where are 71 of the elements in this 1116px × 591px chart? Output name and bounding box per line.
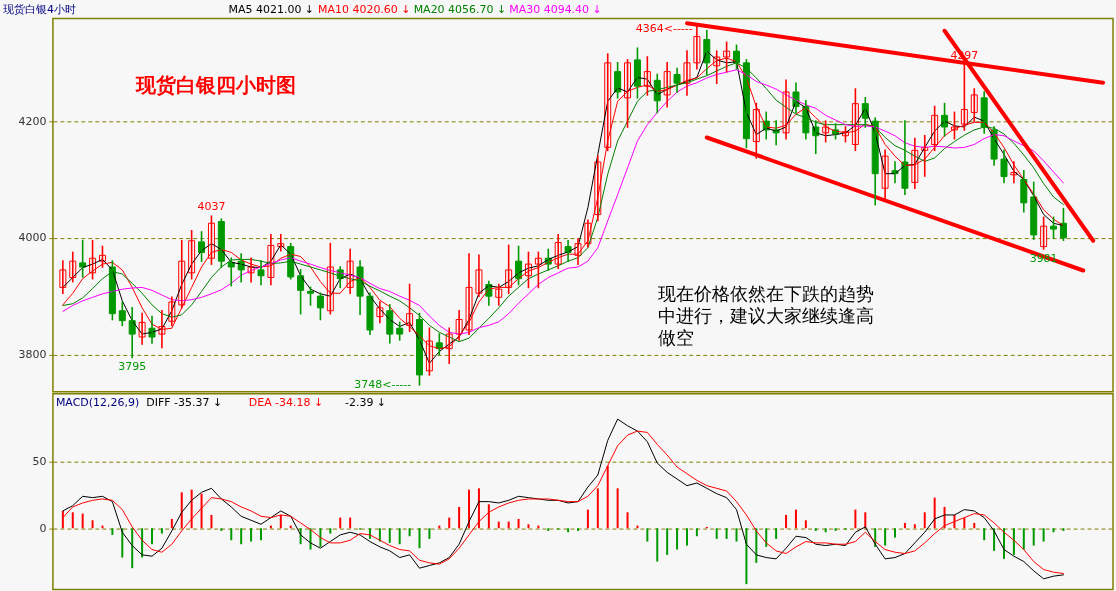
y-tick-label: 3800 [18, 347, 47, 361]
bar [190, 489, 193, 529]
text: MA10 4020.60 ↓ [318, 2, 411, 16]
bar [923, 512, 926, 529]
bar [676, 528, 679, 550]
bar [91, 520, 94, 529]
bar [428, 528, 431, 539]
bar [131, 528, 134, 569]
bar [804, 520, 807, 529]
bar [1052, 528, 1055, 533]
bar [210, 514, 213, 529]
bar [775, 528, 778, 539]
bar [458, 506, 461, 529]
bar [329, 528, 332, 534]
annotation: 现在价格依然在下跌的趋势中进行，建议大家继续逢高做空 [657, 282, 874, 348]
bar [666, 528, 669, 555]
candlestick [79, 239, 87, 278]
bar [616, 488, 619, 529]
y-tick-label: 0 [39, 521, 47, 535]
annotation: -2.39 ↓ [344, 395, 387, 409]
y-tick-label: 4000 [18, 231, 47, 245]
annotation: 4037 [197, 200, 226, 214]
bar [468, 489, 471, 529]
bar [527, 524, 530, 529]
bar [388, 528, 391, 543]
text: MA30 4094.40 ↓ [509, 2, 602, 16]
bar [81, 513, 84, 529]
text: DIFF -35.37 ↓ [146, 395, 223, 409]
bar [983, 528, 986, 541]
bar [180, 492, 183, 529]
bar [151, 528, 154, 545]
annotation: 3748<----- [354, 377, 412, 391]
y-tick-label: 50 [32, 455, 47, 469]
bar [240, 528, 243, 545]
bar [973, 522, 976, 529]
bar [517, 518, 520, 529]
bar [586, 509, 589, 529]
bar [398, 528, 401, 545]
annotation: 3795 [118, 360, 147, 374]
bar [160, 528, 163, 534]
y-tick-label: 4200 [18, 114, 47, 128]
bar [745, 528, 748, 585]
annotation: 现货白银四小时图 [134, 73, 296, 98]
text: DEA -34.18 ↓ [248, 395, 324, 409]
bar [606, 465, 609, 529]
bar [864, 512, 867, 529]
bar [854, 509, 857, 529]
chart-title: MACD(12,26,9) [55, 395, 140, 409]
annotation: 4364<----- [635, 22, 693, 36]
bar [1042, 528, 1045, 542]
text: MA20 4056.70 ↓ [413, 2, 507, 16]
bar [884, 528, 887, 546]
bar [794, 509, 797, 529]
bar [497, 521, 500, 529]
bar [695, 528, 698, 537]
chart-title: 现货白银4小时 [2, 2, 76, 16]
bar [834, 528, 837, 531]
bar [735, 528, 738, 542]
bar [250, 528, 253, 542]
bar [339, 517, 342, 529]
bar [220, 528, 223, 531]
bar [577, 528, 579, 531]
text: MA5 4021.00 ↓ [228, 2, 315, 16]
candlestick [1050, 216, 1058, 239]
bar [487, 504, 490, 529]
bar [894, 528, 897, 538]
bar [646, 528, 649, 542]
bar [824, 528, 827, 533]
bar [547, 528, 550, 531]
bar [1012, 528, 1015, 555]
bar [913, 524, 916, 529]
